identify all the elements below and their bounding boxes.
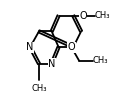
Text: CH₃: CH₃ (31, 84, 47, 93)
Text: CH₃: CH₃ (93, 56, 108, 65)
Text: N: N (26, 42, 34, 52)
Text: CH₃: CH₃ (95, 11, 110, 20)
Text: N: N (48, 59, 55, 69)
Text: O: O (68, 42, 75, 52)
Text: O: O (79, 11, 87, 21)
